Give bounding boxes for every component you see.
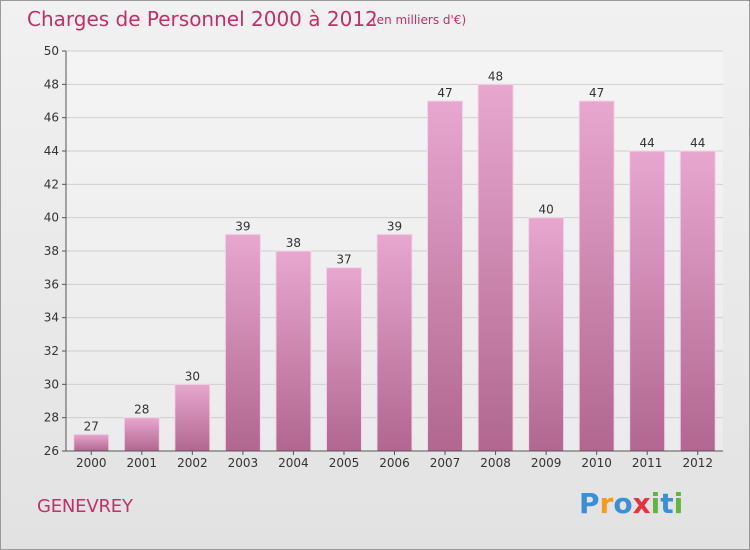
x-tick-label: 2002 xyxy=(177,456,208,470)
chart-title: Charges de Personnel 2000 à 2012 xyxy=(27,7,378,31)
y-tick-label: 50 xyxy=(44,44,59,58)
x-tick-label: 2008 xyxy=(480,456,511,470)
bar-2003 xyxy=(224,233,261,452)
x-tick-label: 2012 xyxy=(682,456,713,470)
x-tick-label: 2011 xyxy=(632,456,663,470)
logo-letter: r xyxy=(599,487,614,520)
bar-2008 xyxy=(477,83,514,452)
x-tick-label: 2009 xyxy=(531,456,562,470)
x-tick-label: 2000 xyxy=(76,456,107,470)
x-tick-label: 2004 xyxy=(278,456,309,470)
logo-letter: t xyxy=(660,487,674,520)
y-tick-label: 40 xyxy=(44,211,59,225)
bar-2002 xyxy=(174,383,211,452)
bar-2006 xyxy=(376,233,413,452)
bar-value-label: 38 xyxy=(286,236,301,250)
bar-2012 xyxy=(679,150,716,452)
commune-name: GENEVREY xyxy=(37,496,133,517)
y-tick-label: 42 xyxy=(44,177,59,191)
bar-value-label: 39 xyxy=(235,219,250,233)
bar-value-label: 48 xyxy=(488,69,503,83)
x-tick-label: 2007 xyxy=(430,456,461,470)
y-tick-label: 26 xyxy=(44,444,59,458)
logo-letter: i xyxy=(673,487,684,520)
logo-letter: x xyxy=(632,487,651,520)
proxiti-logo: Proxiti xyxy=(579,487,683,520)
y-tick-label: 32 xyxy=(44,344,59,358)
x-tick-label: 2003 xyxy=(228,456,259,470)
y-tick-label: 44 xyxy=(44,144,59,158)
logo-letter: i xyxy=(650,487,661,520)
axes xyxy=(62,50,723,455)
bar-2011 xyxy=(629,150,666,452)
bar-value-label: 27 xyxy=(84,419,99,433)
y-tick-label: 48 xyxy=(44,77,59,91)
x-tick-label: 2005 xyxy=(329,456,360,470)
logo-letter: P xyxy=(579,487,600,520)
bar-2000 xyxy=(73,433,110,452)
bar-value-label: 28 xyxy=(134,403,149,417)
x-tick-label: 2006 xyxy=(379,456,410,470)
bar-value-label: 44 xyxy=(640,136,655,150)
bar-value-label: 30 xyxy=(185,369,200,383)
y-tick-label: 38 xyxy=(44,244,59,258)
bar-2010 xyxy=(578,100,615,452)
y-tick-label: 28 xyxy=(44,411,59,425)
y-tick-label: 30 xyxy=(44,377,59,391)
labels: 26 28 30 32 34 36 38 40 42 44 46 48 50 27 2000 28 2001 30… xyxy=(44,44,713,470)
chart-subtitle: (en milliers d'€) xyxy=(372,13,467,27)
bar-value-label: 40 xyxy=(538,203,553,217)
bar-value-label: 47 xyxy=(589,86,604,100)
bar-2004 xyxy=(275,250,312,452)
x-tick-label: 2001 xyxy=(127,456,158,470)
bar-2009 xyxy=(528,217,565,452)
y-tick-label: 34 xyxy=(44,311,59,325)
bar-2005 xyxy=(325,267,362,452)
bar-value-label: 44 xyxy=(690,136,705,150)
bar-2007 xyxy=(427,100,464,452)
y-tick-label: 46 xyxy=(44,111,59,125)
bar-value-label: 39 xyxy=(387,219,402,233)
y-tick-label: 36 xyxy=(44,277,59,291)
logo-letter: o xyxy=(613,487,633,520)
bar-value-label: 47 xyxy=(437,86,452,100)
x-tick-label: 2010 xyxy=(581,456,612,470)
bar-value-label: 37 xyxy=(336,253,351,267)
bar-2001 xyxy=(123,417,160,452)
